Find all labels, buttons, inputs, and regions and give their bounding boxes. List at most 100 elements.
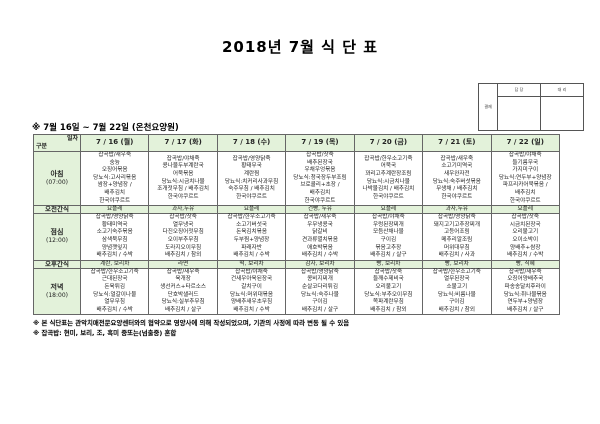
menu-item: 배추김치 / 수박 <box>233 252 270 259</box>
menu-item: 쌈장+양념장 / <box>97 182 132 189</box>
menu-item: 당뇨식:비름나물 <box>437 291 476 298</box>
menu-item: 삼색묵무침 <box>101 236 128 243</box>
approval-sign-manager <box>497 95 541 132</box>
menu-item: 오리불고기 <box>512 229 539 236</box>
menu-item: 계란찜 <box>243 170 260 177</box>
menu-item: 근대된장국 <box>101 276 128 283</box>
menu-cell: 요플레 <box>79 205 150 215</box>
menu-item: 배추김치 / 살구 <box>301 306 339 313</box>
menu-row: 오후간식 계란, 보리차 라면 떡, 보리차 감자, 보리차 빵, 보리차 빵, 보리차 빵,… <box>33 259 561 269</box>
menu-cell: 요플레 <box>353 205 424 215</box>
menu-item: 오징어볶음 <box>101 167 128 174</box>
page-title: 2018년 7월 식 단 표 <box>221 38 379 56</box>
menu-item: 잡곡밥/한우소고기죽 <box>90 268 139 275</box>
menu-item: 돈육김치볶음 <box>236 229 267 236</box>
menu-item: 숙주무침 / 배추김치 <box>228 186 275 193</box>
footnote: ※ 본 식단표는 관악치매전문요양센터와의 협약으로 영양사에 의해 작성되었으… <box>33 319 350 328</box>
menu-item: 잡곡밥/새우죽 <box>166 268 200 275</box>
menu-item: 어묵볶음 <box>172 170 194 177</box>
menu-item: 잡곡밥/영양닭죽 <box>95 214 134 221</box>
menu-item: 한국야쿠르트 <box>167 193 199 200</box>
menu-item: 양배추+쌈장 <box>510 244 541 251</box>
menu-item: 구이김 <box>449 299 465 306</box>
menu-item: 당뇨식:실부추무침 <box>161 299 205 306</box>
menu-row: 오전간식 요플레 과자,두유 요플레 건빵, 두유 요플레 과자,두유 요플레 <box>33 205 561 215</box>
menu-item: 황태무국 <box>241 163 262 170</box>
menu-item: 도라지오이무침 <box>165 244 202 251</box>
footnote: ※ 잡곡밥: 현미, 보리, 조, 흑미 중또는(넘출중) 혼합 <box>33 329 177 338</box>
menu-cell: 감자, 보리차 <box>285 259 355 269</box>
row-label: 점심 (12:00) <box>33 213 81 261</box>
menu-item: 파래자반 <box>241 244 262 251</box>
day-header: 7 / 18 (수) <box>216 134 287 152</box>
corner-category-label: 구분 <box>36 143 48 150</box>
meal-time: (18:00) <box>46 291 68 299</box>
menu-item: 배추김치 / 참외 <box>438 306 475 313</box>
menu-cell: 떡, 보리차 <box>216 259 287 269</box>
menu-item: 한국야쿠르트 <box>372 193 404 200</box>
menu-item: 잡곡밥/영양닭죽 <box>301 268 339 275</box>
menu-item: 배추김치 / 살구 <box>370 252 407 259</box>
menu-item: 어묵국 <box>380 163 397 170</box>
menu-item: 애호박볶음 <box>307 244 333 251</box>
menu-item: 열무무침 <box>104 299 125 306</box>
menu-table: 일자 구분 7 / 16 (월) 7 / 17 (화) 7 / 18 (수) 7 / 1… <box>33 134 561 316</box>
row-label: 저녁 (18:00) <box>33 267 81 316</box>
menu-cell: 잡곡밥/영양닭죽 황태미역국 소고기숙주볶음 삼색묵무침 양념깻잎지 배추김치 / 수박 <box>79 213 150 261</box>
menu-cell: 라면 <box>148 259 218 269</box>
menu-cell: 잡곡밥/영양닭죽 돼지고기고추장찌개 고등어조림 메추리알조림 머위대무침 배추김치 / … <box>422 213 492 261</box>
row-label: 오전간식 <box>33 205 81 215</box>
menu-item: 나박물김치 / 배추김치 <box>362 186 415 193</box>
menu-cell: 잡곡밥/야채죽 콩나물두부계란국 어묵볶음 당뇨식:시금치나물 조개젓무침 / 배추김치… <box>148 150 218 207</box>
menu-item: 쪽파계란무침 <box>372 299 404 306</box>
menu-item: 잡곡밥/한우소고기죽 <box>364 155 413 162</box>
menu-cell: 과자,두유 <box>422 205 492 215</box>
menu-item: 당뇨식:시금치나물 <box>161 178 205 185</box>
menu-item: 배추김치 / 수박 <box>233 306 270 313</box>
menu-item: 열무냉국 <box>172 221 194 228</box>
menu-item: 콩나물두부계란국 <box>162 163 204 170</box>
menu-item: 조개젓무침 / 배추김치 <box>157 186 210 193</box>
day-header: 7 / 16 (월) <box>79 134 150 152</box>
menu-item: 파프리카어묵볶음 / <box>502 182 548 189</box>
menu-item: 소불고기 <box>446 283 468 290</box>
menu-item: 황태미역국 <box>101 221 128 228</box>
menu-item: 생선커스+타르소스 <box>160 283 207 290</box>
menu-cell: 잡곡밥/새우죽 우무냉콩국 닭갈비 견과류멸치볶음 애호박볶음 배추김치 / 수박 <box>285 213 355 261</box>
menu-item: 머위대무침 <box>443 244 470 251</box>
menu-cell: 잡곡밥/한우소고기죽 소고기버섯국 돈육김치볶음 두부찜+양념장 파래자반 배추김치 / … <box>216 213 287 261</box>
menu-item: 당뇨식:머위대볶음 <box>230 291 274 298</box>
menu-item: 당뇨식:얼갈이나물 <box>93 291 137 298</box>
menu-item: 잡곡밥/잣죽 <box>169 214 197 221</box>
menu-item: 배추김치 / 살구 <box>507 306 544 313</box>
menu-item: 배추김치 / 수박 <box>507 252 544 259</box>
menu-item: 당뇨식:치커리사과무침 <box>224 178 279 185</box>
approval-col-manager: 담 당 <box>497 83 541 97</box>
menu-item: 당뇨식:청국장두부조림 <box>293 174 347 181</box>
menu-item: 새우완자전 <box>443 170 470 177</box>
menu-section: 일자 구분 7 / 16 (월) 7 / 17 (화) 7 / 18 (수) 7 / 1… <box>33 134 561 338</box>
menu-item: 육개장 <box>175 276 191 283</box>
menu-item: 잡곡밥/야채죽 <box>166 155 200 162</box>
menu-item: 양념깻잎지 <box>101 244 128 251</box>
menu-item: 무생채 / 배추김치 <box>436 186 478 193</box>
menu-item: 배추김치 / 살구 <box>164 306 202 313</box>
approval-sign-deputy <box>540 95 584 132</box>
menu-item: 배추김치 / 사과 <box>438 252 475 259</box>
menu-item: 한국야쿠르트 <box>441 193 473 200</box>
menu-cell: 잡곡밥/잣죽 배추된장국 우채우엉볶음 당뇨식:청국장두부조림 브로콜리+초장 / 배추김… <box>285 150 355 207</box>
menu-item: 잡곡밥/영양닭죽 <box>437 214 476 221</box>
menu-item: 잡곡밥/한우소고기죽 <box>432 268 481 275</box>
meal-time: (12:00) <box>46 236 68 244</box>
menu-item: 소고기숙주볶음 <box>96 229 133 236</box>
menu-cell: 과자,두유 <box>148 205 218 215</box>
menu-item: 우무냉콩국 <box>307 221 333 228</box>
menu-cell: 요플레 <box>490 205 561 215</box>
menu-cell: 잡곡밥/잣죽 들깨수제비국 오리불고기 당뇨식:부추오이무침 쪽파계란무침 배추김치 / … <box>353 267 424 316</box>
menu-item: 모듬산채나물 <box>372 229 404 236</box>
meal-name: 저녁 <box>50 282 64 291</box>
menu-cell: 잡곡밥/새우죽 소고기미역국 새우완자전 당뇨식:숙주버섯볶음 무생채 / 배추김치 한국… <box>422 150 492 207</box>
menu-item: 배추김치 <box>514 189 536 196</box>
menu-cell: 잡곡밥/잣죽 열무냉국 다진오징어젓무침 오이부추무침 도라지오이무침 배추김치 / 참외 <box>148 213 218 261</box>
